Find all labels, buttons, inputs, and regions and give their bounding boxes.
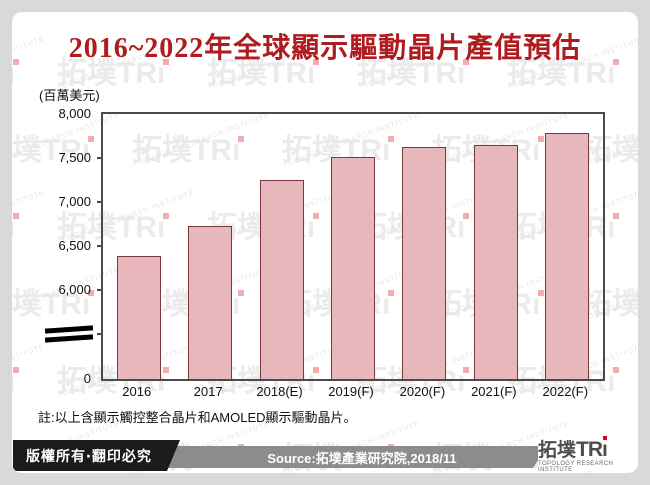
logo-latin-text: TR	[576, 437, 603, 461]
y-tick-label-6,500: 6,500	[58, 238, 91, 253]
tri-logo-wordmark: 拓墣TRı	[538, 435, 608, 461]
x-tick-label-2022(F): 2022(F)	[542, 384, 589, 399]
x-tick-label-2017: 2017	[193, 384, 223, 399]
source-text: Source:拓墣產業研究院,2018/11	[267, 450, 457, 466]
chart-title: 2016~2022年全球顯示驅動晶片產值預估	[68, 33, 582, 64]
bar-2016	[116, 255, 161, 379]
x-tick-label-2021(F): 2021(F)	[471, 384, 517, 399]
footer-gray-band	[92, 446, 547, 468]
bar-2018(E)	[259, 180, 304, 379]
x-tick-label-2020(F): 2020(F)	[399, 384, 446, 399]
logo-i-glyph: ı	[602, 435, 608, 461]
y-tick-mark	[97, 157, 103, 159]
y-tick-label-7,500: 7,500	[58, 150, 91, 165]
x-tick-label-2018(E): 2018(E)	[256, 384, 303, 399]
plot-area: 8,000 7,500 7,000 6,500 6,000 0	[58, 106, 605, 386]
logo-cn-text: 拓墣	[538, 439, 577, 461]
y-tick-mark-break	[97, 333, 103, 335]
y-tick-label-8,000: 8,000	[58, 106, 91, 121]
y-tick-mark	[97, 245, 103, 247]
x-tick-label-2019(F): 2019(F)	[328, 384, 374, 399]
logo-red-dot-icon	[603, 435, 608, 440]
bar-2017	[188, 225, 233, 379]
footer-bar: 版權所有‧翻印必究 Source:拓墣產業研究院,2018/11 拓墣TRı T…	[12, 435, 638, 473]
y-axis-unit-label: (百萬美元)	[39, 88, 100, 103]
bar-2020(F)	[402, 147, 447, 379]
bar-2021(F)	[473, 144, 518, 379]
y-tick-label-7,000: 7,000	[58, 194, 91, 209]
copyright-text: 版權所有‧翻印必究	[26, 447, 152, 464]
bar-2022(F)	[545, 133, 590, 379]
y-tick-label-6,000: 6,000	[58, 282, 91, 297]
x-axis-labels: 2016 2017 2018(E) 2019(F) 2020(F) 2021(F) 2022…	[101, 384, 605, 400]
copyright-block: 版權所有‧翻印必究	[13, 440, 180, 471]
tri-logo: 拓墣TRı TOPOLOGY RESEARCH INSTITUTE	[538, 435, 638, 473]
y-tick-mark	[97, 201, 103, 203]
footnote: 註:以上含顯示觸控整合晶片和AMOLED顯示驅動晶片。	[38, 410, 357, 425]
axis-break-marks	[44, 325, 94, 345]
axis-break-bar	[44, 325, 94, 334]
x-tick-label-2016: 2016	[122, 384, 152, 399]
y-tick-label-0: 0	[83, 371, 91, 386]
logo-subtitle: TOPOLOGY RESEARCH INSTITUTE	[538, 460, 614, 473]
axis-break-bar	[44, 334, 94, 343]
y-tick-mark	[97, 289, 103, 291]
bar-2019(F)	[331, 157, 375, 379]
